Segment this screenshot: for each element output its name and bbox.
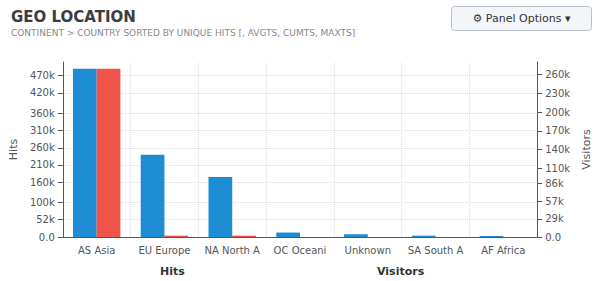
svg-text:Hits: Hits: [7, 139, 20, 161]
svg-text:Visitors: Visitors: [580, 129, 593, 170]
svg-text:CONTINENT > COUNTRY SORTED BY: CONTINENT > COUNTRY SORTED BY UNIQUE HIT…: [11, 28, 355, 38]
svg-text:Unknown: Unknown: [345, 245, 391, 256]
svg-text:260k: 260k: [30, 142, 55, 153]
svg-text:420k: 420k: [30, 87, 55, 98]
svg-text:170k: 170k: [545, 125, 570, 136]
svg-text:29k: 29k: [545, 213, 564, 224]
svg-text:⚙ Panel Options ▾: ⚙ Panel Options ▾: [473, 12, 571, 25]
svg-text:140k: 140k: [545, 144, 570, 155]
svg-text:160k: 160k: [30, 177, 55, 188]
svg-text:OC Oceani: OC Oceani: [274, 245, 327, 256]
svg-text:310k: 310k: [30, 125, 55, 136]
svg-text:SA South A: SA South A: [408, 245, 464, 256]
svg-text:AF Africa: AF Africa: [481, 245, 525, 256]
svg-text:200k: 200k: [545, 107, 570, 118]
svg-text:AS Asia: AS Asia: [78, 245, 115, 256]
svg-text:EU Europe: EU Europe: [138, 245, 190, 256]
svg-text:Hits: Hits: [160, 265, 185, 278]
svg-text:52k: 52k: [36, 214, 55, 225]
svg-text:100k: 100k: [30, 197, 55, 208]
svg-text:230k: 230k: [545, 88, 570, 99]
svg-text:260k: 260k: [545, 69, 570, 80]
svg-text:0.0: 0.0: [545, 232, 561, 243]
svg-text:86k: 86k: [545, 178, 564, 189]
svg-text:360k: 360k: [30, 108, 55, 119]
svg-text:110k: 110k: [545, 163, 570, 174]
svg-text:GEO LOCATION: GEO LOCATION: [11, 8, 136, 26]
svg-text:470k: 470k: [30, 70, 55, 81]
svg-text:0.0: 0.0: [39, 232, 55, 243]
svg-text:57k: 57k: [545, 196, 564, 207]
svg-text:NA North A: NA North A: [204, 245, 260, 256]
svg-text:Visitors: Visitors: [377, 265, 425, 278]
svg-text:210k: 210k: [30, 159, 55, 170]
